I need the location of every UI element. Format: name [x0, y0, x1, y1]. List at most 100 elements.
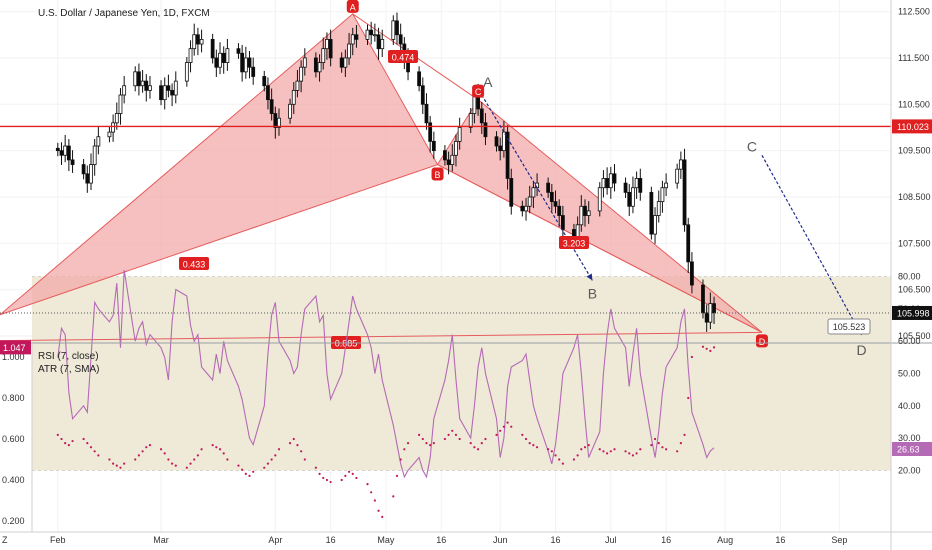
atr-dot: [86, 442, 89, 445]
x-tick-label: 16: [661, 535, 671, 545]
candle-down: [686, 224, 691, 263]
candle-down: [612, 173, 617, 184]
atr-dot: [296, 444, 299, 447]
candle-down: [424, 103, 429, 124]
candle-up: [162, 85, 167, 101]
atr-dot: [108, 458, 111, 461]
atr-dot: [399, 458, 402, 461]
pattern-xd-line: [0, 331, 762, 342]
candle-down: [494, 136, 499, 147]
price-tick-label: 111.500: [898, 53, 929, 63]
candle-down: [690, 261, 694, 286]
atr-tick-label: 0.400: [2, 475, 25, 485]
candle-up: [678, 159, 683, 170]
candle-up: [295, 80, 300, 91]
candle-down: [560, 215, 565, 230]
candle-up: [96, 136, 101, 147]
chart-title: U.S. Dollar / Japanese Yen, 1D, FXCM: [38, 8, 210, 19]
last-price-badge: 105.998: [897, 308, 930, 318]
ratio-tag: [388, 50, 418, 63]
atr-dot: [712, 346, 716, 349]
x-tick-label: Sep: [831, 535, 847, 545]
candle-down: [509, 178, 514, 207]
abcd-point-label-b: B: [588, 285, 597, 301]
legend-atr: ATR (7, SMA): [38, 364, 99, 375]
x-tick-label: Mar: [153, 535, 169, 545]
atr-dot: [141, 450, 144, 453]
candle-down: [605, 178, 610, 189]
atr-dot: [469, 442, 472, 445]
atr-dot: [451, 429, 454, 432]
atr-dot: [602, 450, 605, 453]
candle-down: [339, 57, 344, 68]
atr-dot: [535, 446, 539, 449]
atr-dot: [314, 466, 317, 469]
atr-dot: [266, 462, 270, 465]
atr-dot: [447, 433, 450, 436]
atr-dot: [270, 458, 273, 461]
atr-dot: [322, 476, 325, 480]
atr-dot: [425, 442, 428, 445]
candle-down: [70, 159, 75, 165]
candle-up: [675, 168, 680, 184]
rsi-tick-label: 80.00: [898, 272, 921, 282]
x-tick-label: May: [377, 535, 395, 545]
candle-up: [148, 85, 152, 91]
pattern-point-tag: [431, 167, 444, 181]
candle-down: [505, 131, 510, 179]
rsi-tick-label: 60.00: [898, 336, 921, 346]
atr-dot: [572, 458, 576, 461]
atr-dot: [679, 442, 682, 445]
projection-arrowhead: [586, 273, 593, 281]
candle-down: [170, 89, 174, 96]
candle-up: [321, 48, 326, 63]
atr-dot: [373, 499, 376, 502]
atr-dot: [344, 474, 347, 477]
atr-dot: [580, 448, 583, 451]
candle-down: [479, 108, 484, 124]
candle-up: [317, 62, 322, 73]
candle-up: [92, 145, 97, 165]
candle-up: [118, 94, 123, 114]
atr-dot: [499, 429, 502, 432]
ratio-tag: [559, 236, 589, 249]
candle-up: [579, 205, 584, 226]
rsi-tick-label: 40.00: [898, 401, 921, 411]
candle-down: [313, 57, 318, 73]
abcd-point-label-a: A: [483, 74, 493, 90]
candle-up: [343, 57, 348, 68]
rsi-value-badge: 26.63: [897, 444, 920, 454]
level-price-badge-bg: [892, 119, 932, 134]
atr-dot: [458, 437, 461, 441]
atr-dot: [687, 396, 690, 400]
atr-dot: [635, 452, 638, 455]
candle-up: [122, 85, 127, 96]
atr-dot: [606, 452, 609, 455]
candle-down: [251, 66, 256, 77]
candle-up: [527, 196, 532, 207]
atr-tick-label: 0.800: [2, 393, 25, 403]
atr-dot: [123, 462, 126, 465]
rsi-line: [57, 270, 715, 479]
candle-down: [520, 205, 525, 212]
candle-up: [107, 131, 112, 138]
candle-up: [288, 103, 292, 119]
candle-up: [457, 127, 462, 142]
candle-down: [483, 122, 488, 138]
candle-up: [350, 34, 355, 45]
candle-up: [243, 57, 248, 73]
atr-dot: [167, 458, 170, 461]
atr-dot: [288, 442, 292, 445]
legend-rsi: RSI (7, close): [38, 351, 99, 362]
x-tick-label: Apr: [268, 535, 282, 545]
atr-dot: [613, 448, 616, 451]
atr-dot: [443, 437, 447, 441]
candle-down: [81, 164, 86, 175]
atr-dot: [248, 474, 251, 477]
candle-up: [524, 205, 528, 212]
atr-dot: [550, 450, 553, 453]
candle-up: [660, 187, 665, 203]
atr-dot: [690, 355, 694, 359]
